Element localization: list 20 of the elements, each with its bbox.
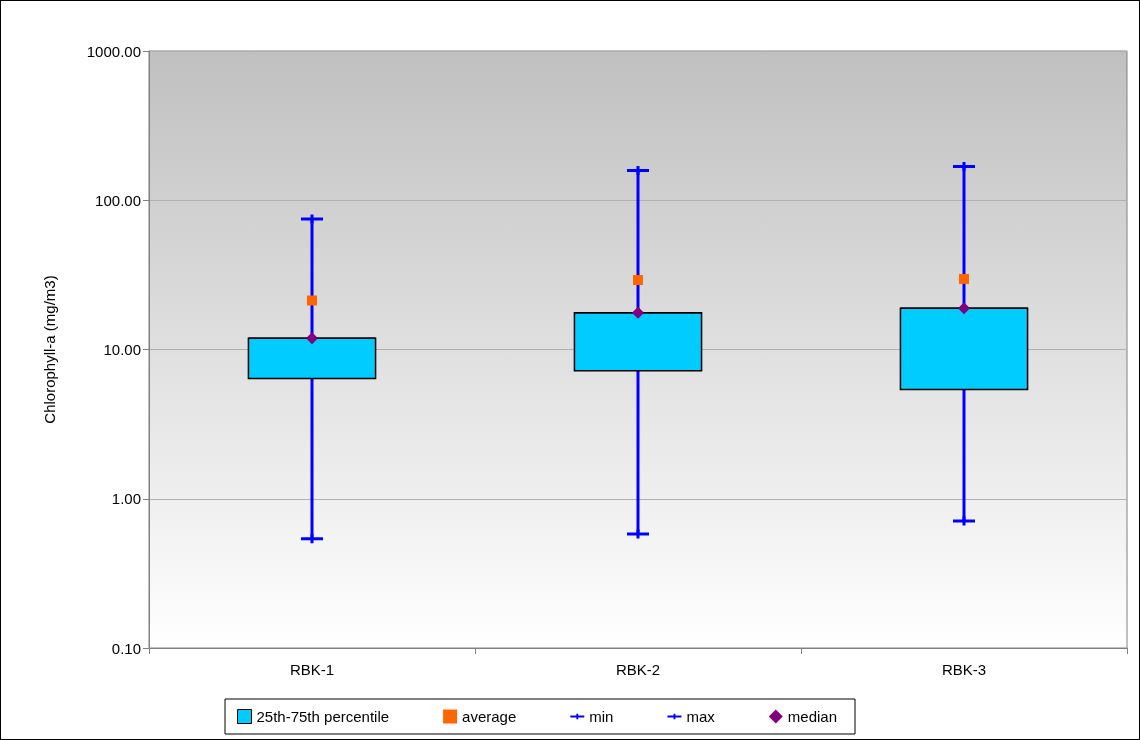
point <box>958 302 970 315</box>
legend-label: average <box>462 708 517 725</box>
point <box>633 275 643 286</box>
y-tick-label: 0.10 <box>111 639 141 657</box>
x-tick-label: RBK-3 <box>941 661 987 678</box>
legend-label: 25th-75th percentile <box>256 708 390 725</box>
point <box>959 273 969 284</box>
y-axis-title: Chlorophyll-a (mg/m3) <box>41 275 58 424</box>
x-tick-label: RBK-1 <box>289 661 335 678</box>
y-tick-label: 100.00 <box>95 191 141 209</box>
point <box>632 306 644 319</box>
point <box>306 332 318 345</box>
legend-label: max <box>686 708 716 725</box>
x-tick-label: RBK-2 <box>615 661 661 678</box>
point <box>307 295 317 306</box>
y-tick-label: 1000.00 <box>86 42 141 60</box>
legend-label: min <box>589 708 614 725</box>
legend-label: median <box>787 708 838 725</box>
y-tick-label: 10.00 <box>103 341 141 358</box>
y-tick-label: 1.00 <box>111 490 141 508</box>
